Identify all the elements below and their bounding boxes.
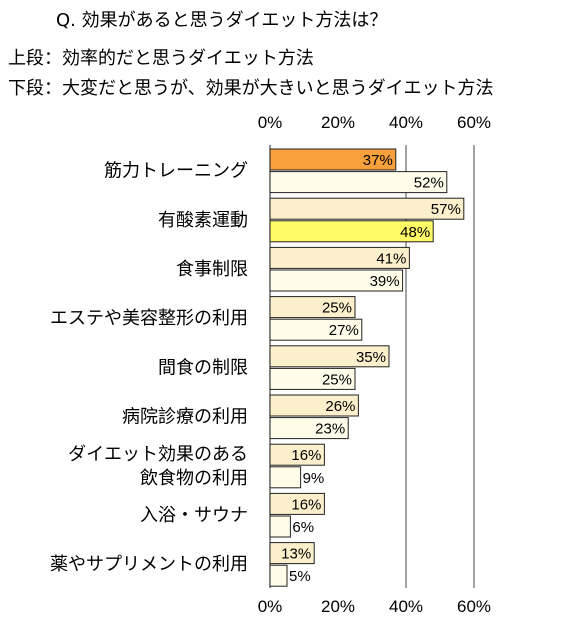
top-bar [269, 197, 465, 220]
bar-value-label: 25% [322, 300, 352, 317]
category-label: エステや美容整形の利用 [50, 308, 248, 329]
category-label: 間食の制限 [158, 357, 248, 378]
bottom-x-axis: 0% 20% 40% 60% [258, 597, 491, 616]
category-label: 入浴・サウナ [140, 505, 248, 526]
bottom-bar [269, 466, 302, 489]
top-bar [269, 148, 397, 171]
category-label: ダイエット効果のある [68, 444, 248, 465]
category-label: 薬やサプリメントの利用 [50, 554, 248, 575]
bottom-bar [269, 515, 291, 538]
top-tick-label: 0% [258, 113, 283, 132]
category-label: 病院診療の利用 [122, 407, 248, 428]
category-labels: 筋力トレーニング有酸素運動食事制限エステや美容整形の利用間食の制限病院診療の利用… [50, 161, 248, 576]
bottom-tick-label: 20% [321, 597, 355, 616]
bar-value-label: 48% [400, 224, 430, 241]
chart-title: Q. 効果があると思うダイエット方法は？ [56, 10, 388, 31]
top-bar [269, 542, 315, 565]
bar-value-label: 16% [291, 447, 321, 464]
top-tick-label: 40% [389, 113, 423, 132]
top-tick-label: 60% [457, 113, 491, 132]
bar-value-label: 25% [322, 371, 352, 388]
top-bar [269, 345, 390, 368]
category-label: 有酸素運動 [158, 210, 248, 231]
bar-value-label: 9% [303, 470, 325, 487]
bar-value-label: 52% [414, 175, 444, 192]
bar-value-label: 23% [315, 421, 345, 438]
bar-value-label: 26% [325, 398, 355, 415]
bar-value-label: 16% [291, 496, 321, 513]
bottom-tick-label: 60% [457, 597, 491, 616]
bottom-bar [269, 220, 434, 243]
top-bar [269, 443, 325, 466]
top-bar [269, 246, 410, 269]
bars [269, 148, 465, 587]
top-x-axis: 0% 20% 40% 60% [258, 113, 491, 132]
category-label: 食事制限 [176, 259, 248, 280]
top-bar [269, 492, 325, 515]
bar-value-label: 35% [356, 349, 386, 366]
bar-value-label: 57% [431, 201, 461, 218]
bottom-bar [269, 318, 363, 341]
bar-value-labels: 37%57%41%25%35%26%16%16%13%52%48%39%27%2… [281, 152, 461, 585]
legend-bottom-row: 下段：大変だと思うが、効果が大きいと思うダイエット方法 [8, 78, 494, 99]
bottom-bar [269, 269, 404, 292]
top-bar [269, 394, 359, 417]
bar-value-label: 27% [329, 322, 359, 339]
bottom-bar [269, 417, 349, 440]
bar-value-label: 5% [289, 568, 311, 585]
bar-value-label: 39% [370, 273, 400, 290]
top-tick-label: 20% [321, 113, 355, 132]
bar-value-label: 41% [376, 250, 406, 267]
bottom-bar [269, 564, 288, 587]
top-bar [269, 296, 356, 319]
bar-value-label: 13% [281, 546, 311, 563]
category-label: 筋力トレーニング [104, 161, 248, 182]
bottom-bar [269, 171, 448, 194]
bar-value-label: 37% [363, 152, 393, 169]
legend-top-row: 上段：効率的だと思うダイエット方法 [8, 48, 314, 69]
bar-value-label: 6% [292, 519, 314, 536]
category-label: 飲食物の利用 [140, 468, 248, 489]
bottom-bar [269, 367, 356, 390]
bottom-tick-label: 40% [389, 597, 423, 616]
bottom-tick-label: 0% [258, 597, 283, 616]
